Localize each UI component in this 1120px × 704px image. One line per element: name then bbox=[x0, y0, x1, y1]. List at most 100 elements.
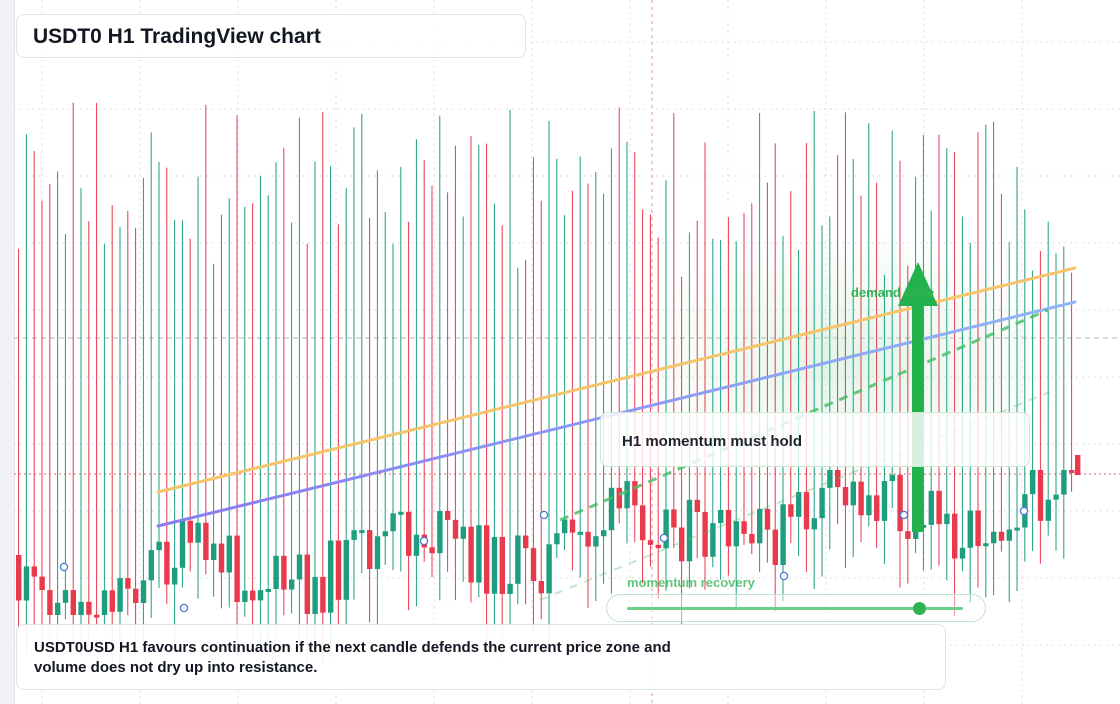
candle-body bbox=[881, 481, 888, 521]
candle-body bbox=[484, 525, 490, 594]
candle-body bbox=[406, 511, 412, 556]
candle-body bbox=[1006, 529, 1012, 541]
candle-body bbox=[983, 543, 989, 547]
candle-body bbox=[296, 554, 303, 580]
event-markers bbox=[59, 506, 1029, 613]
event-marker[interactable] bbox=[539, 510, 549, 520]
candle-body bbox=[398, 511, 404, 515]
candle-body-current bbox=[1075, 455, 1081, 475]
candle-body bbox=[39, 576, 45, 591]
candle-body bbox=[725, 509, 732, 547]
candle-body bbox=[172, 567, 178, 585]
candle-body bbox=[991, 531, 997, 544]
candle-body bbox=[624, 481, 630, 509]
candle-body bbox=[507, 583, 513, 594]
candle-body bbox=[468, 526, 474, 583]
candle-body bbox=[374, 536, 381, 570]
candle-body bbox=[655, 544, 661, 549]
candle-body bbox=[1037, 470, 1044, 521]
candle-body bbox=[101, 590, 108, 615]
candle-body bbox=[445, 510, 451, 520]
candle-body bbox=[686, 499, 693, 562]
candle-body bbox=[546, 544, 552, 594]
candle-body bbox=[351, 530, 357, 540]
candle-body bbox=[710, 523, 716, 557]
slider-thumb[interactable] bbox=[913, 602, 927, 615]
candle-body bbox=[640, 505, 646, 541]
candle-body bbox=[476, 525, 482, 583]
momentum-slider[interactable] bbox=[606, 594, 986, 622]
candle-body bbox=[78, 601, 84, 615]
candle-body bbox=[148, 550, 154, 581]
candle-body bbox=[679, 527, 685, 562]
demand-zone-label: demand zone bbox=[851, 285, 935, 300]
candle-body bbox=[86, 601, 92, 615]
event-marker[interactable] bbox=[779, 571, 789, 581]
candle-body bbox=[671, 509, 677, 528]
candle-body bbox=[562, 519, 568, 534]
candle-body bbox=[335, 540, 342, 600]
event-marker[interactable] bbox=[179, 603, 189, 613]
candle-body bbox=[382, 531, 388, 537]
candle-body bbox=[905, 531, 911, 539]
slider-track bbox=[627, 607, 963, 610]
candle-body bbox=[601, 530, 607, 537]
candle-body bbox=[827, 470, 833, 488]
candle-body bbox=[234, 535, 240, 603]
candle-body bbox=[866, 495, 872, 516]
candle-body bbox=[1030, 470, 1036, 495]
projection-path bbox=[559, 308, 1049, 522]
candle-body bbox=[616, 487, 622, 509]
candle-body bbox=[975, 510, 981, 546]
candle-body bbox=[733, 521, 739, 547]
candle-body bbox=[499, 536, 505, 594]
candle-body bbox=[117, 578, 123, 612]
chart-title-panel: USDT0 H1 TradingView chart bbox=[16, 14, 526, 58]
projection-path-lower bbox=[539, 391, 1051, 601]
candle-body bbox=[515, 535, 521, 584]
candle-body bbox=[281, 555, 287, 590]
candle-body bbox=[858, 481, 864, 516]
candle-body bbox=[164, 541, 170, 585]
candle-body bbox=[920, 524, 927, 528]
candle-body bbox=[156, 541, 162, 551]
candle-body bbox=[850, 481, 856, 506]
candle-body bbox=[367, 530, 373, 570]
candle-body bbox=[140, 580, 147, 604]
candle-body bbox=[257, 590, 264, 601]
candle-body bbox=[889, 474, 895, 482]
candle-body bbox=[16, 555, 22, 601]
candle-body bbox=[780, 504, 786, 566]
candle-body bbox=[967, 510, 973, 548]
candle-body bbox=[796, 492, 802, 517]
summary-panel: USDT0USD H1 favours continuation if the … bbox=[16, 624, 946, 690]
candle-body bbox=[952, 513, 958, 559]
candle-body bbox=[195, 522, 201, 543]
candle-body bbox=[31, 566, 37, 577]
candle-body bbox=[289, 579, 295, 590]
event-marker[interactable] bbox=[59, 562, 69, 572]
event-marker[interactable] bbox=[1019, 506, 1029, 516]
candle-body bbox=[226, 535, 232, 573]
candle-body bbox=[203, 522, 209, 561]
candle-body bbox=[187, 520, 193, 543]
candle-body bbox=[928, 490, 934, 525]
candle-body bbox=[897, 474, 903, 532]
candle-body bbox=[585, 531, 591, 547]
candle-body bbox=[819, 487, 825, 519]
candle-body bbox=[359, 530, 365, 534]
candle-body bbox=[749, 533, 755, 544]
event-marker[interactable] bbox=[659, 533, 669, 543]
event-marker[interactable] bbox=[419, 536, 429, 546]
candle-body bbox=[718, 509, 724, 524]
candle-body bbox=[944, 513, 950, 525]
candle-body bbox=[390, 513, 396, 532]
candle-body bbox=[936, 490, 942, 525]
event-marker[interactable] bbox=[899, 510, 909, 520]
chart-toolbar-rail bbox=[0, 0, 15, 704]
candle-body bbox=[593, 536, 599, 547]
candle-body bbox=[312, 576, 318, 614]
candle-body bbox=[788, 504, 794, 517]
candle-body bbox=[523, 535, 529, 549]
candle-body bbox=[913, 527, 919, 539]
